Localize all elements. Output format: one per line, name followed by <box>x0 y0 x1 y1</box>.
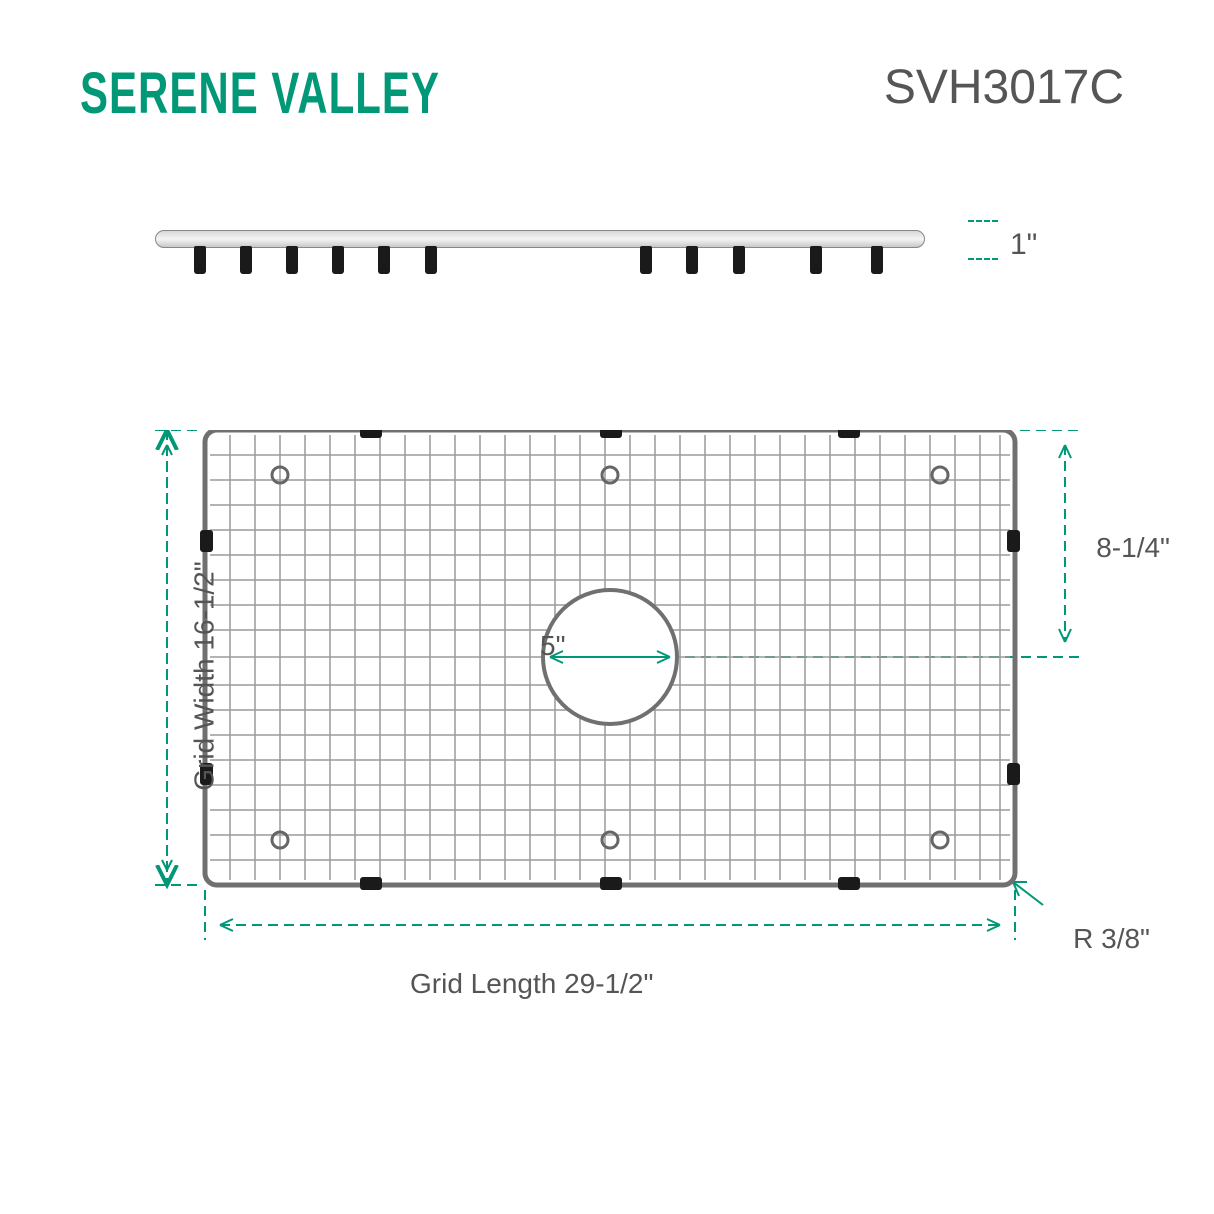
model-number: SVH3017C <box>884 60 1124 115</box>
top-view-diagram: Grid Width 16-1/2" Grid Length 29-1/2" 8… <box>90 430 1140 1030</box>
width-dimension-label: Grid Width 16-1/2" <box>189 561 221 790</box>
grid-drawing <box>155 430 1115 990</box>
side-elevation-view <box>155 230 925 280</box>
height-value: 1" <box>1010 228 1037 262</box>
drain-diameter-label: 5" <box>540 630 566 662</box>
brand-logo: SERENE VALLEY <box>80 60 440 127</box>
length-dimension-label: Grid Length 29-1/2" <box>410 968 653 1000</box>
half-width-dimension-label: 8-1/4" <box>1096 532 1170 564</box>
corner-radius-label: R 3/8" <box>1073 923 1150 955</box>
